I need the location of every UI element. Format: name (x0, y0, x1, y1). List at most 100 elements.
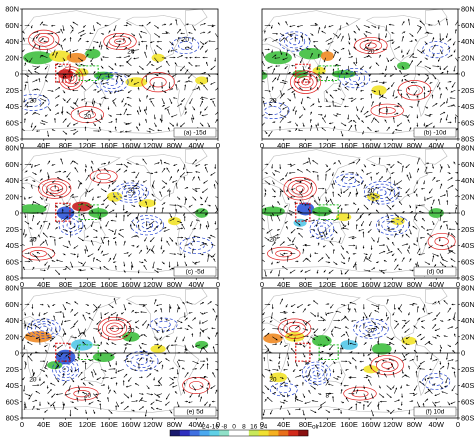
wind-vector-head (81, 98, 84, 101)
wind-vector-head (133, 171, 136, 174)
wind-vector-head (368, 379, 370, 382)
wind-vector-head (440, 118, 442, 120)
wind-vector-head (340, 382, 343, 385)
wind-vector-head (304, 402, 307, 404)
wind-vector-head (109, 114, 112, 117)
wind-vector-head (193, 176, 195, 179)
wind-vector-head (393, 307, 396, 310)
wind-vector-head (425, 172, 428, 174)
wind-vector-head (412, 303, 414, 306)
wind-vector-head (211, 25, 214, 28)
region-box-green (78, 204, 99, 221)
wind-vector-head (125, 108, 127, 111)
wind-vector-head (31, 239, 33, 241)
wind-vector (262, 391, 265, 394)
wind-vector-head (311, 399, 314, 402)
wind-vector-head (180, 321, 183, 324)
wind-vector-head (85, 165, 87, 168)
wind-vector-head (432, 255, 435, 258)
wind-vector-head (453, 50, 456, 53)
wind-vector-head (201, 253, 204, 256)
wind-vector-head (202, 191, 204, 193)
coastline (262, 322, 291, 383)
wind-vector-head (160, 159, 162, 162)
wind-vector-head (282, 93, 285, 95)
wind-vector-head (377, 404, 380, 407)
coastline (413, 65, 440, 117)
wind-vector-head (36, 88, 38, 91)
wind-vector-head (19, 243, 21, 245)
wind-vector-head (332, 249, 335, 251)
wind-vector-head (440, 166, 443, 169)
wind-vector-head (350, 100, 353, 102)
wind-vector-head (268, 182, 271, 185)
wind-vector-head (158, 381, 161, 384)
wind-vector-head (355, 365, 357, 368)
wind-vector-head (331, 333, 334, 336)
wind-vector-head (364, 397, 367, 400)
wind-vector-head (209, 301, 212, 304)
wind-vector-head (156, 271, 159, 273)
wind-vector-head (167, 50, 170, 53)
wind-vector-head (162, 250, 165, 252)
wind-vector-head (102, 241, 104, 244)
wind-vector-head (87, 121, 89, 124)
wind-vector-head (405, 322, 407, 325)
wind-vector-head (205, 50, 207, 53)
positive-contour (29, 250, 47, 258)
wind-vector-head (425, 125, 428, 127)
contour-label: 20 (29, 97, 37, 104)
wind-vector-head (304, 308, 306, 311)
wind-vector-head (267, 348, 269, 351)
wind-vector-head (52, 304, 55, 306)
wind-vector-head (440, 93, 442, 96)
wind-vector-head (344, 105, 346, 108)
wind-vector-head (399, 70, 402, 72)
wind-vector-head (57, 112, 60, 115)
wind-vector-head (424, 379, 427, 381)
wind-vector-head (156, 407, 158, 410)
wind-vector-head (69, 51, 72, 54)
wind-vector-head (43, 269, 46, 272)
wind-vector-head (300, 35, 303, 38)
lon-tick-label: 80E (299, 280, 312, 289)
wind-vector-head (125, 334, 128, 337)
lat-tick-label: 60S (461, 257, 474, 266)
wind-vector-head (375, 199, 378, 202)
contour-label: 20 (84, 393, 92, 400)
wind-vector-head (365, 31, 368, 33)
wind-vector-head (445, 118, 448, 121)
wind-vector-head (379, 54, 381, 57)
wind-vector-head (146, 206, 149, 209)
wind-vector-head (47, 402, 50, 405)
wind-vector-head (390, 166, 393, 169)
colorbar-units: olr (312, 424, 320, 431)
wind-vector-head (372, 101, 374, 103)
wind-vector-head (141, 334, 143, 337)
wind-vector-head (194, 187, 197, 190)
wind-vector-head (290, 348, 293, 350)
wind-vector-head (337, 88, 340, 91)
coastline (425, 148, 448, 165)
wind-vector-head (181, 236, 184, 239)
wind-vector-head (68, 186, 71, 188)
colorbar-level: 8 (242, 424, 246, 431)
region-box-red (295, 63, 311, 83)
wind-vector-head (353, 244, 356, 247)
wind-vector-head (218, 343, 220, 345)
wind-vector-head (56, 220, 59, 223)
wind-vector-head (366, 258, 369, 260)
negative-contour (22, 93, 50, 111)
wind-vector-head (28, 394, 31, 397)
wind-vector-head (203, 181, 206, 184)
wind-vector-head (61, 111, 63, 114)
wind-vector-head (284, 312, 287, 314)
wind-vector-head (391, 254, 394, 256)
wind-vector-head (67, 86, 70, 89)
lon-tick-label: 120W (383, 420, 404, 429)
wind-vector-head (271, 206, 274, 208)
panel-label-box (173, 406, 217, 417)
wind-vector-head (118, 168, 121, 171)
wind-vector-head (201, 385, 204, 388)
